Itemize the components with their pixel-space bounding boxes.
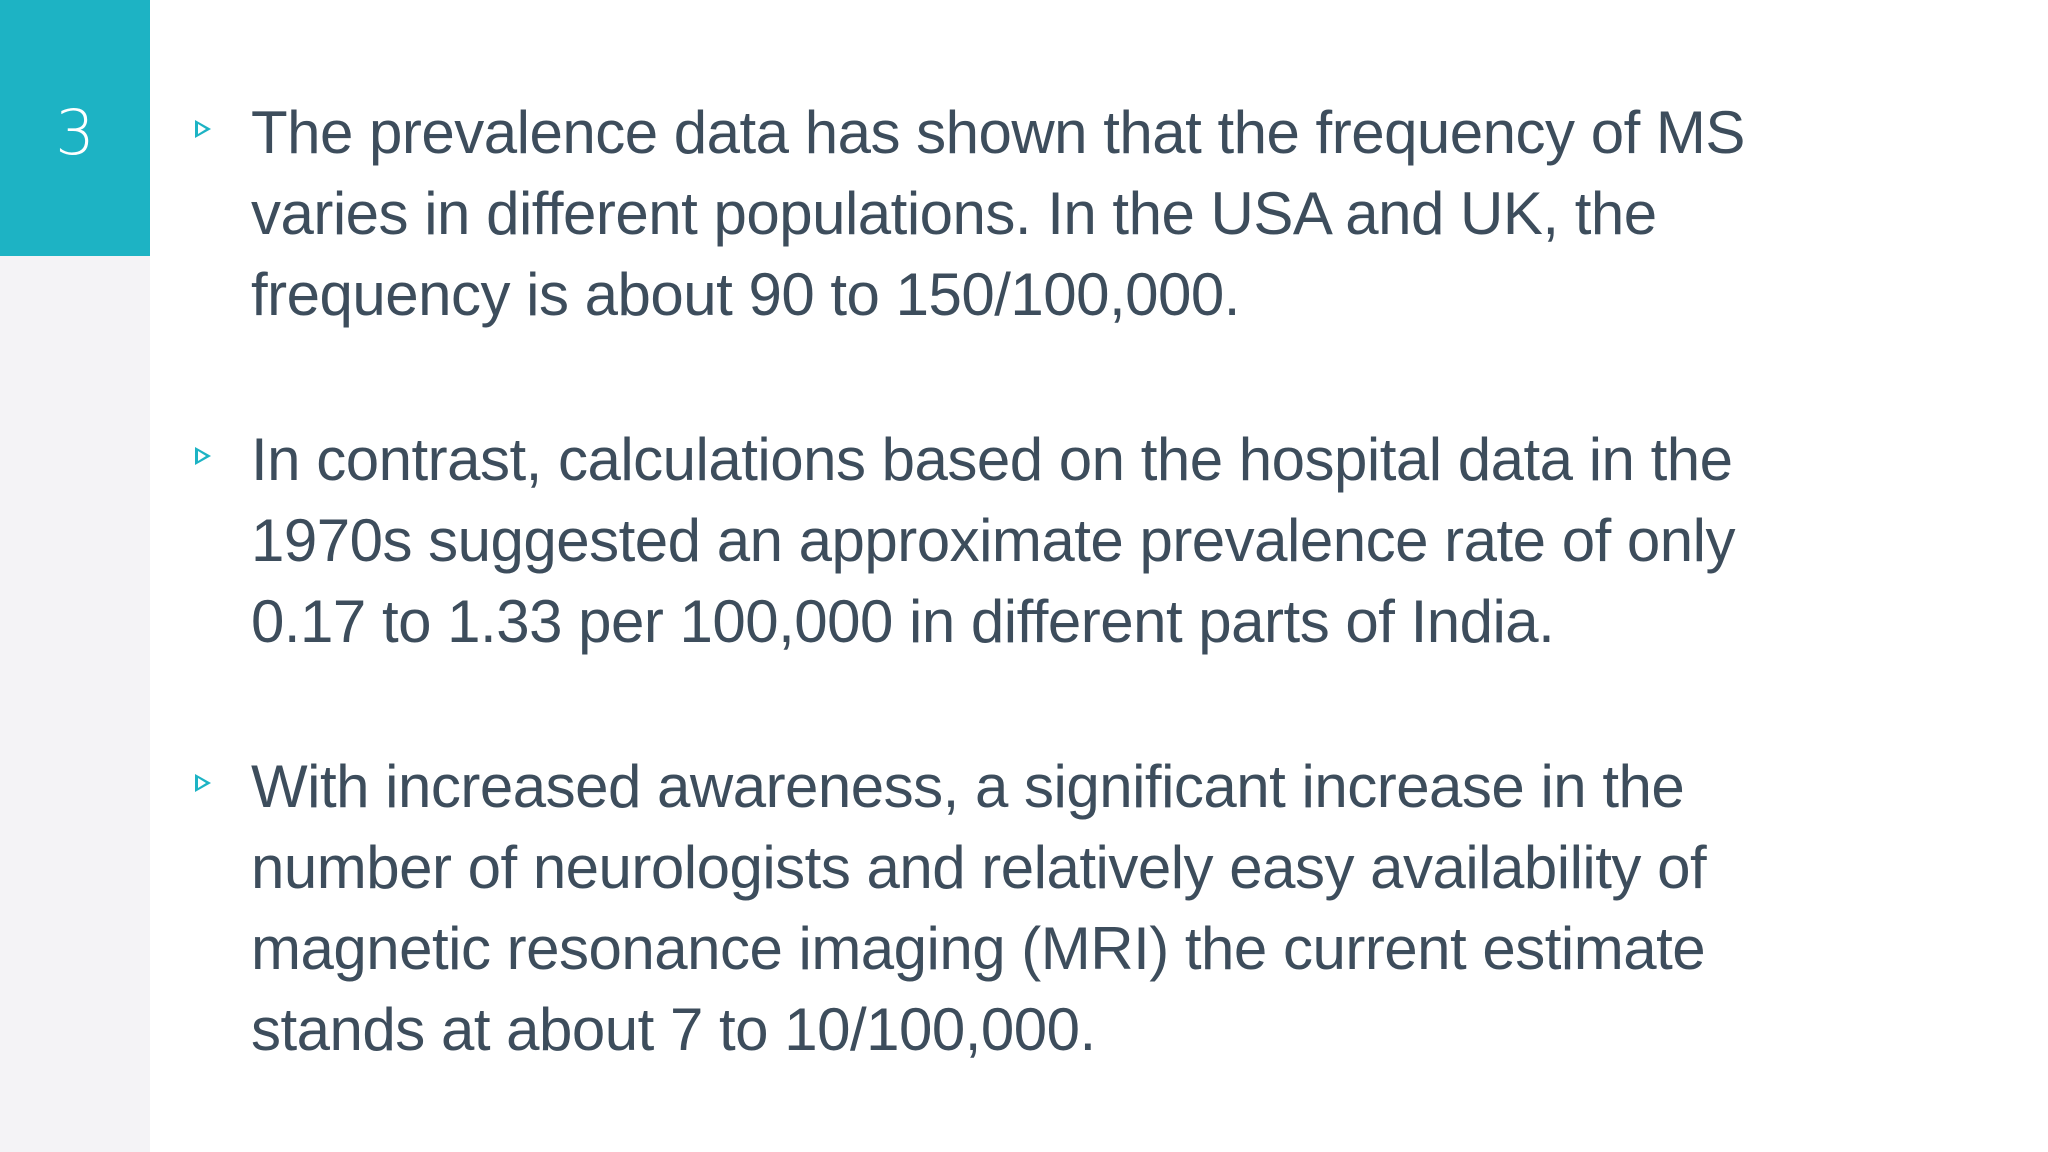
bullet-item: The prevalence data has shown that the f… (195, 92, 1931, 335)
bullet-item: In contrast, calculations based on the h… (195, 419, 1931, 662)
bullet-item: With increased awareness, a significant … (195, 746, 1931, 1070)
slide-number: 3 (55, 96, 95, 169)
triangle-bullet-icon (195, 447, 211, 465)
bullet-list: The prevalence data has shown that the f… (195, 92, 1995, 1070)
slide-number-box: 3 (0, 0, 150, 256)
triangle-bullet-icon (195, 120, 211, 138)
triangle-bullet-icon (195, 774, 211, 792)
bullet-text: The prevalence data has shown that the f… (251, 99, 1745, 328)
bullet-text: In contrast, calculations based on the h… (251, 426, 1736, 655)
bullet-text: With increased awareness, a significant … (251, 753, 1707, 1063)
